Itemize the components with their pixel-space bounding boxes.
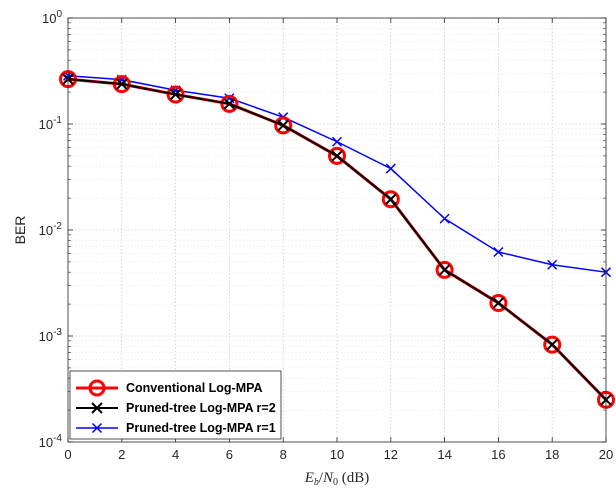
- legend-marker-pruned-r1: [91, 422, 103, 434]
- y-tick-exponent: -2: [53, 221, 62, 232]
- series-group: [59, 70, 615, 409]
- x-tick-label: 0: [64, 447, 71, 462]
- x-tick-label: 2: [118, 447, 125, 462]
- legend-marker-conventional: [88, 379, 106, 397]
- data-point: [439, 213, 450, 224]
- x-label-zero: 0: [333, 477, 338, 488]
- data-point: [546, 338, 558, 351]
- legend: Conventional Log-MPA Pruned-tree Log-MPA…: [69, 370, 282, 440]
- x-tick-label: 10: [330, 447, 344, 462]
- grid: [68, 18, 606, 442]
- data-point: [438, 264, 451, 276]
- x-label-b: b: [314, 477, 319, 488]
- data-point: [116, 78, 128, 90]
- y-tick-base: 10: [39, 329, 53, 344]
- data-point: [385, 163, 396, 174]
- data-point: [435, 260, 454, 279]
- x-tick-label: 8: [280, 447, 287, 462]
- y-tick-exponent: -4: [53, 433, 62, 444]
- y-tick-base: 10: [39, 117, 53, 132]
- legend-label-conventional: Conventional Log-MPA: [126, 381, 263, 395]
- y-tick-label: 10-4: [39, 433, 63, 450]
- data-point: [277, 119, 289, 132]
- x-label-unit: (dB): [338, 470, 369, 486]
- x-label-slash: /: [319, 470, 324, 486]
- data-point: [328, 146, 346, 165]
- x-tick-label: 4: [172, 447, 179, 462]
- data-point: [169, 88, 182, 101]
- legend-marker-pruned-r2: [91, 402, 103, 414]
- data-point: [492, 297, 505, 309]
- data-point: [274, 116, 293, 135]
- y-tick-exponent: -1: [53, 115, 62, 126]
- data-point: [223, 98, 236, 110]
- y-tick-label: 10-3: [39, 327, 63, 344]
- x-tick-label: 12: [384, 447, 398, 462]
- x-label-N: N: [322, 470, 334, 486]
- y-tick-label: 100: [42, 9, 62, 26]
- y-tick-base: 10: [39, 435, 53, 450]
- data-point: [385, 193, 397, 205]
- data-point: [331, 136, 343, 147]
- legend-label-pruned-r2: Pruned-tree Log-MPA r=2: [126, 401, 276, 415]
- data-point: [543, 335, 562, 354]
- x-axis-label: Eb/N0 (dB): [304, 470, 370, 488]
- y-tick-label: 10-2: [39, 221, 63, 238]
- x-tick-label: 16: [491, 447, 505, 462]
- data-point: [547, 259, 558, 270]
- x-tick-label: 20: [599, 447, 613, 462]
- x-label-E: E: [304, 470, 314, 486]
- y-axis-label: BER: [12, 216, 28, 245]
- legend-entry-pruned-r2: Pruned-tree Log-MPA r=2: [76, 401, 276, 415]
- ticks: [67, 17, 607, 443]
- series-1: [62, 73, 612, 406]
- x-tick-label: 6: [226, 447, 233, 462]
- y-tick-label: 10-1: [39, 115, 63, 132]
- legend-entry-pruned-r1: Pruned-tree Log-MPA r=1: [76, 421, 276, 435]
- y-tick-exponent: 0: [56, 9, 62, 20]
- y-tick-base: 10: [39, 223, 53, 238]
- data-point: [331, 150, 343, 162]
- x-tick-labels: 0 2 4 6 8 10 12 14 16 18 20: [64, 447, 613, 462]
- x-tick-label: 18: [545, 447, 559, 462]
- y-tick-exponent: -3: [53, 327, 62, 338]
- data-point: [493, 246, 504, 258]
- data-point: [166, 85, 185, 104]
- data-point: [381, 190, 400, 209]
- data-point: [489, 293, 508, 312]
- legend-label-pruned-r1: Pruned-tree Log-MPA r=1: [126, 421, 276, 435]
- data-point: [220, 94, 239, 113]
- legend-entry-conventional: Conventional Log-MPA: [76, 379, 263, 397]
- y-tick-base: 10: [42, 11, 56, 26]
- x-tick-label: 14: [437, 447, 451, 462]
